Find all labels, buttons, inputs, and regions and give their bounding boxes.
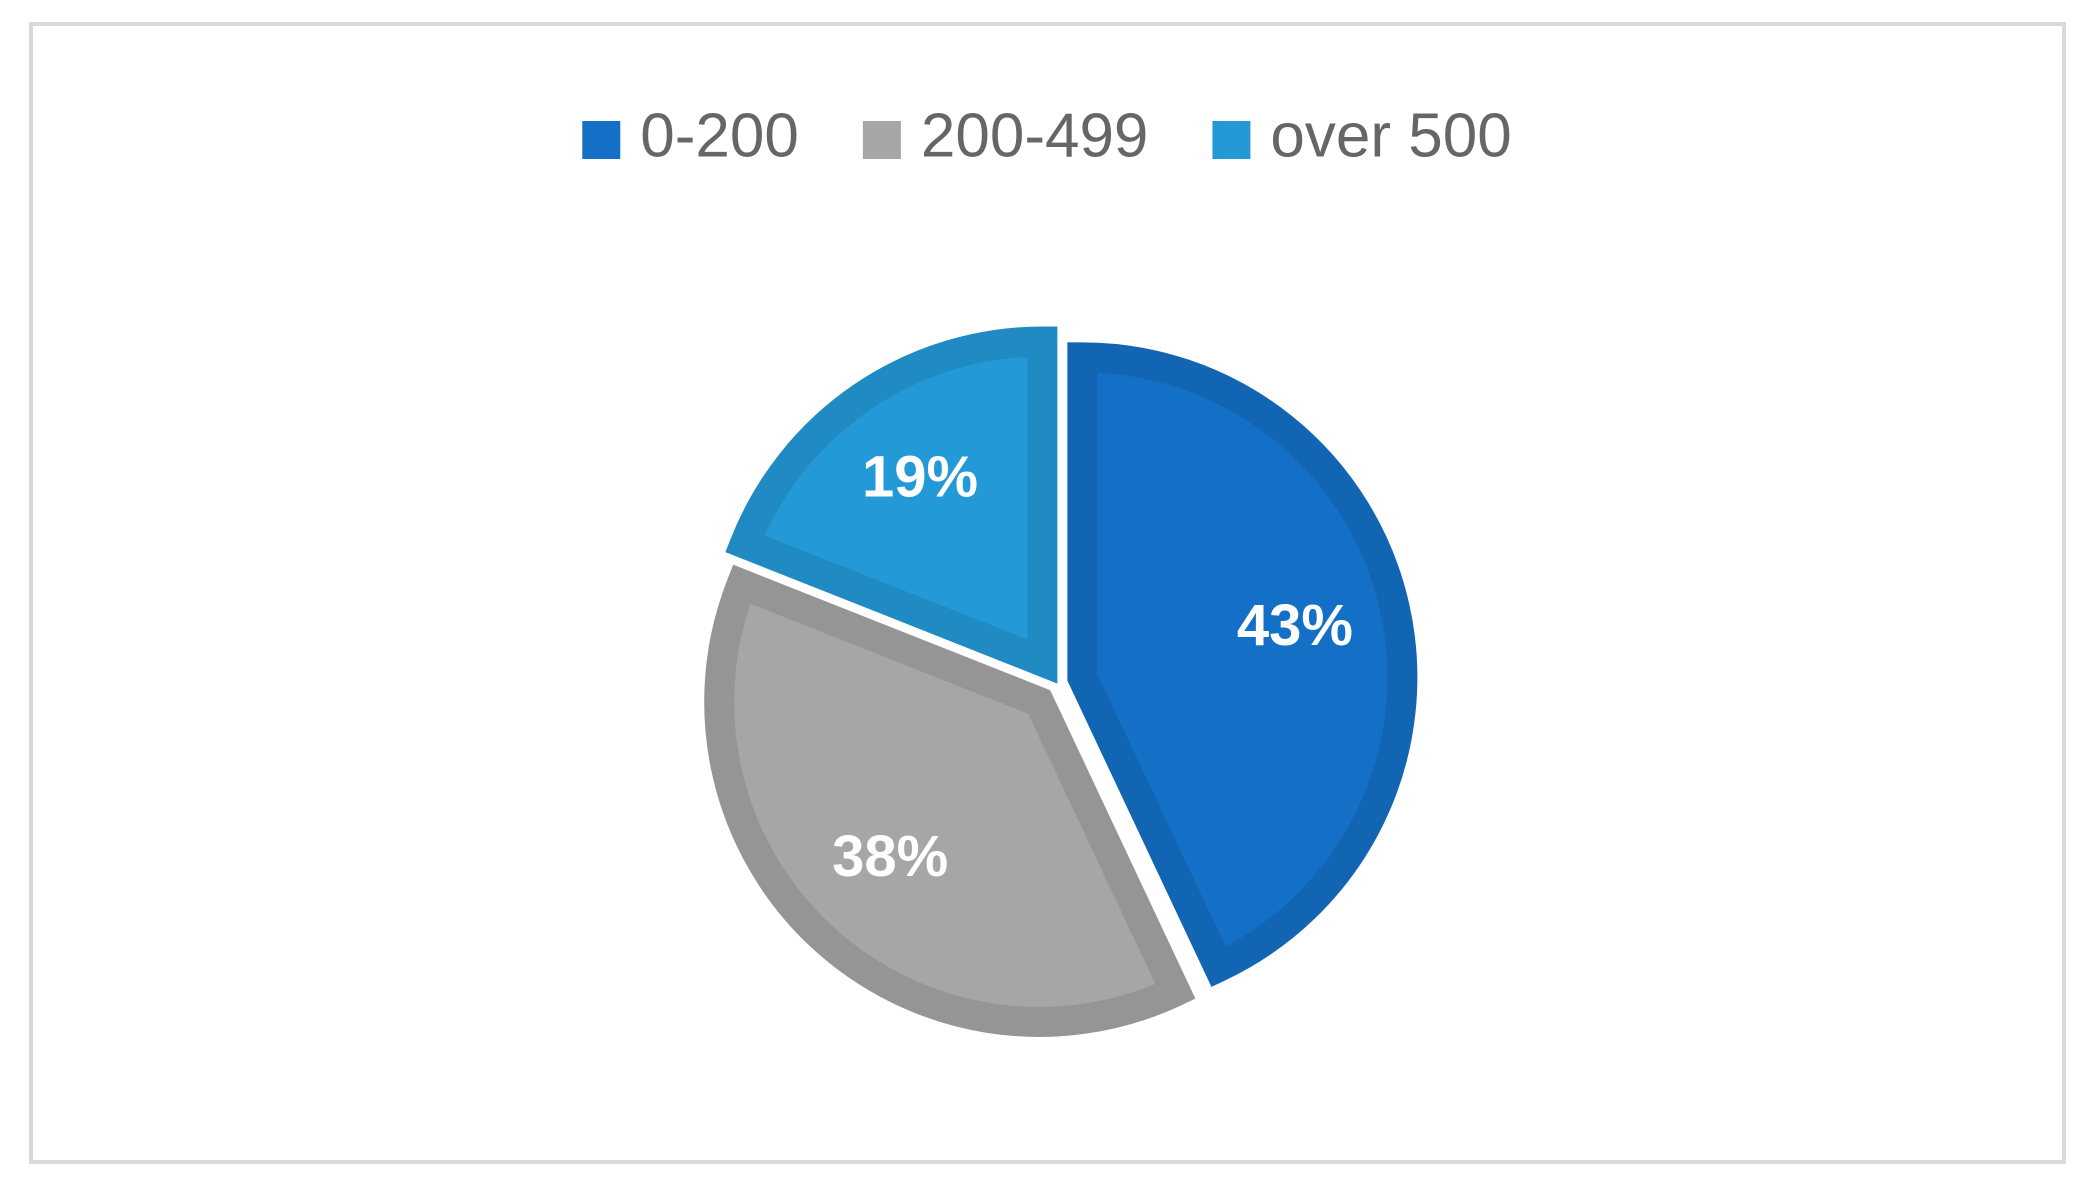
data-label: 38% [832, 824, 948, 889]
pie [704, 326, 1418, 1037]
pie-slice [1067, 342, 1418, 987]
legend: 0-200 200-499 over 500 [582, 101, 1512, 170]
pie-slice [704, 564, 1196, 1037]
legend-swatch [582, 121, 621, 159]
pie-slice [725, 326, 1058, 684]
data-labels: 43% 38% 19% [832, 445, 1353, 889]
data-label: 19% [862, 445, 978, 510]
legend-label: 0-200 [640, 101, 799, 170]
legend-swatch [862, 121, 901, 159]
data-label: 43% [1237, 593, 1353, 658]
legend-label: over 500 [1270, 101, 1511, 170]
legend-label: 200-499 [921, 101, 1149, 170]
legend-swatch [1212, 121, 1251, 159]
